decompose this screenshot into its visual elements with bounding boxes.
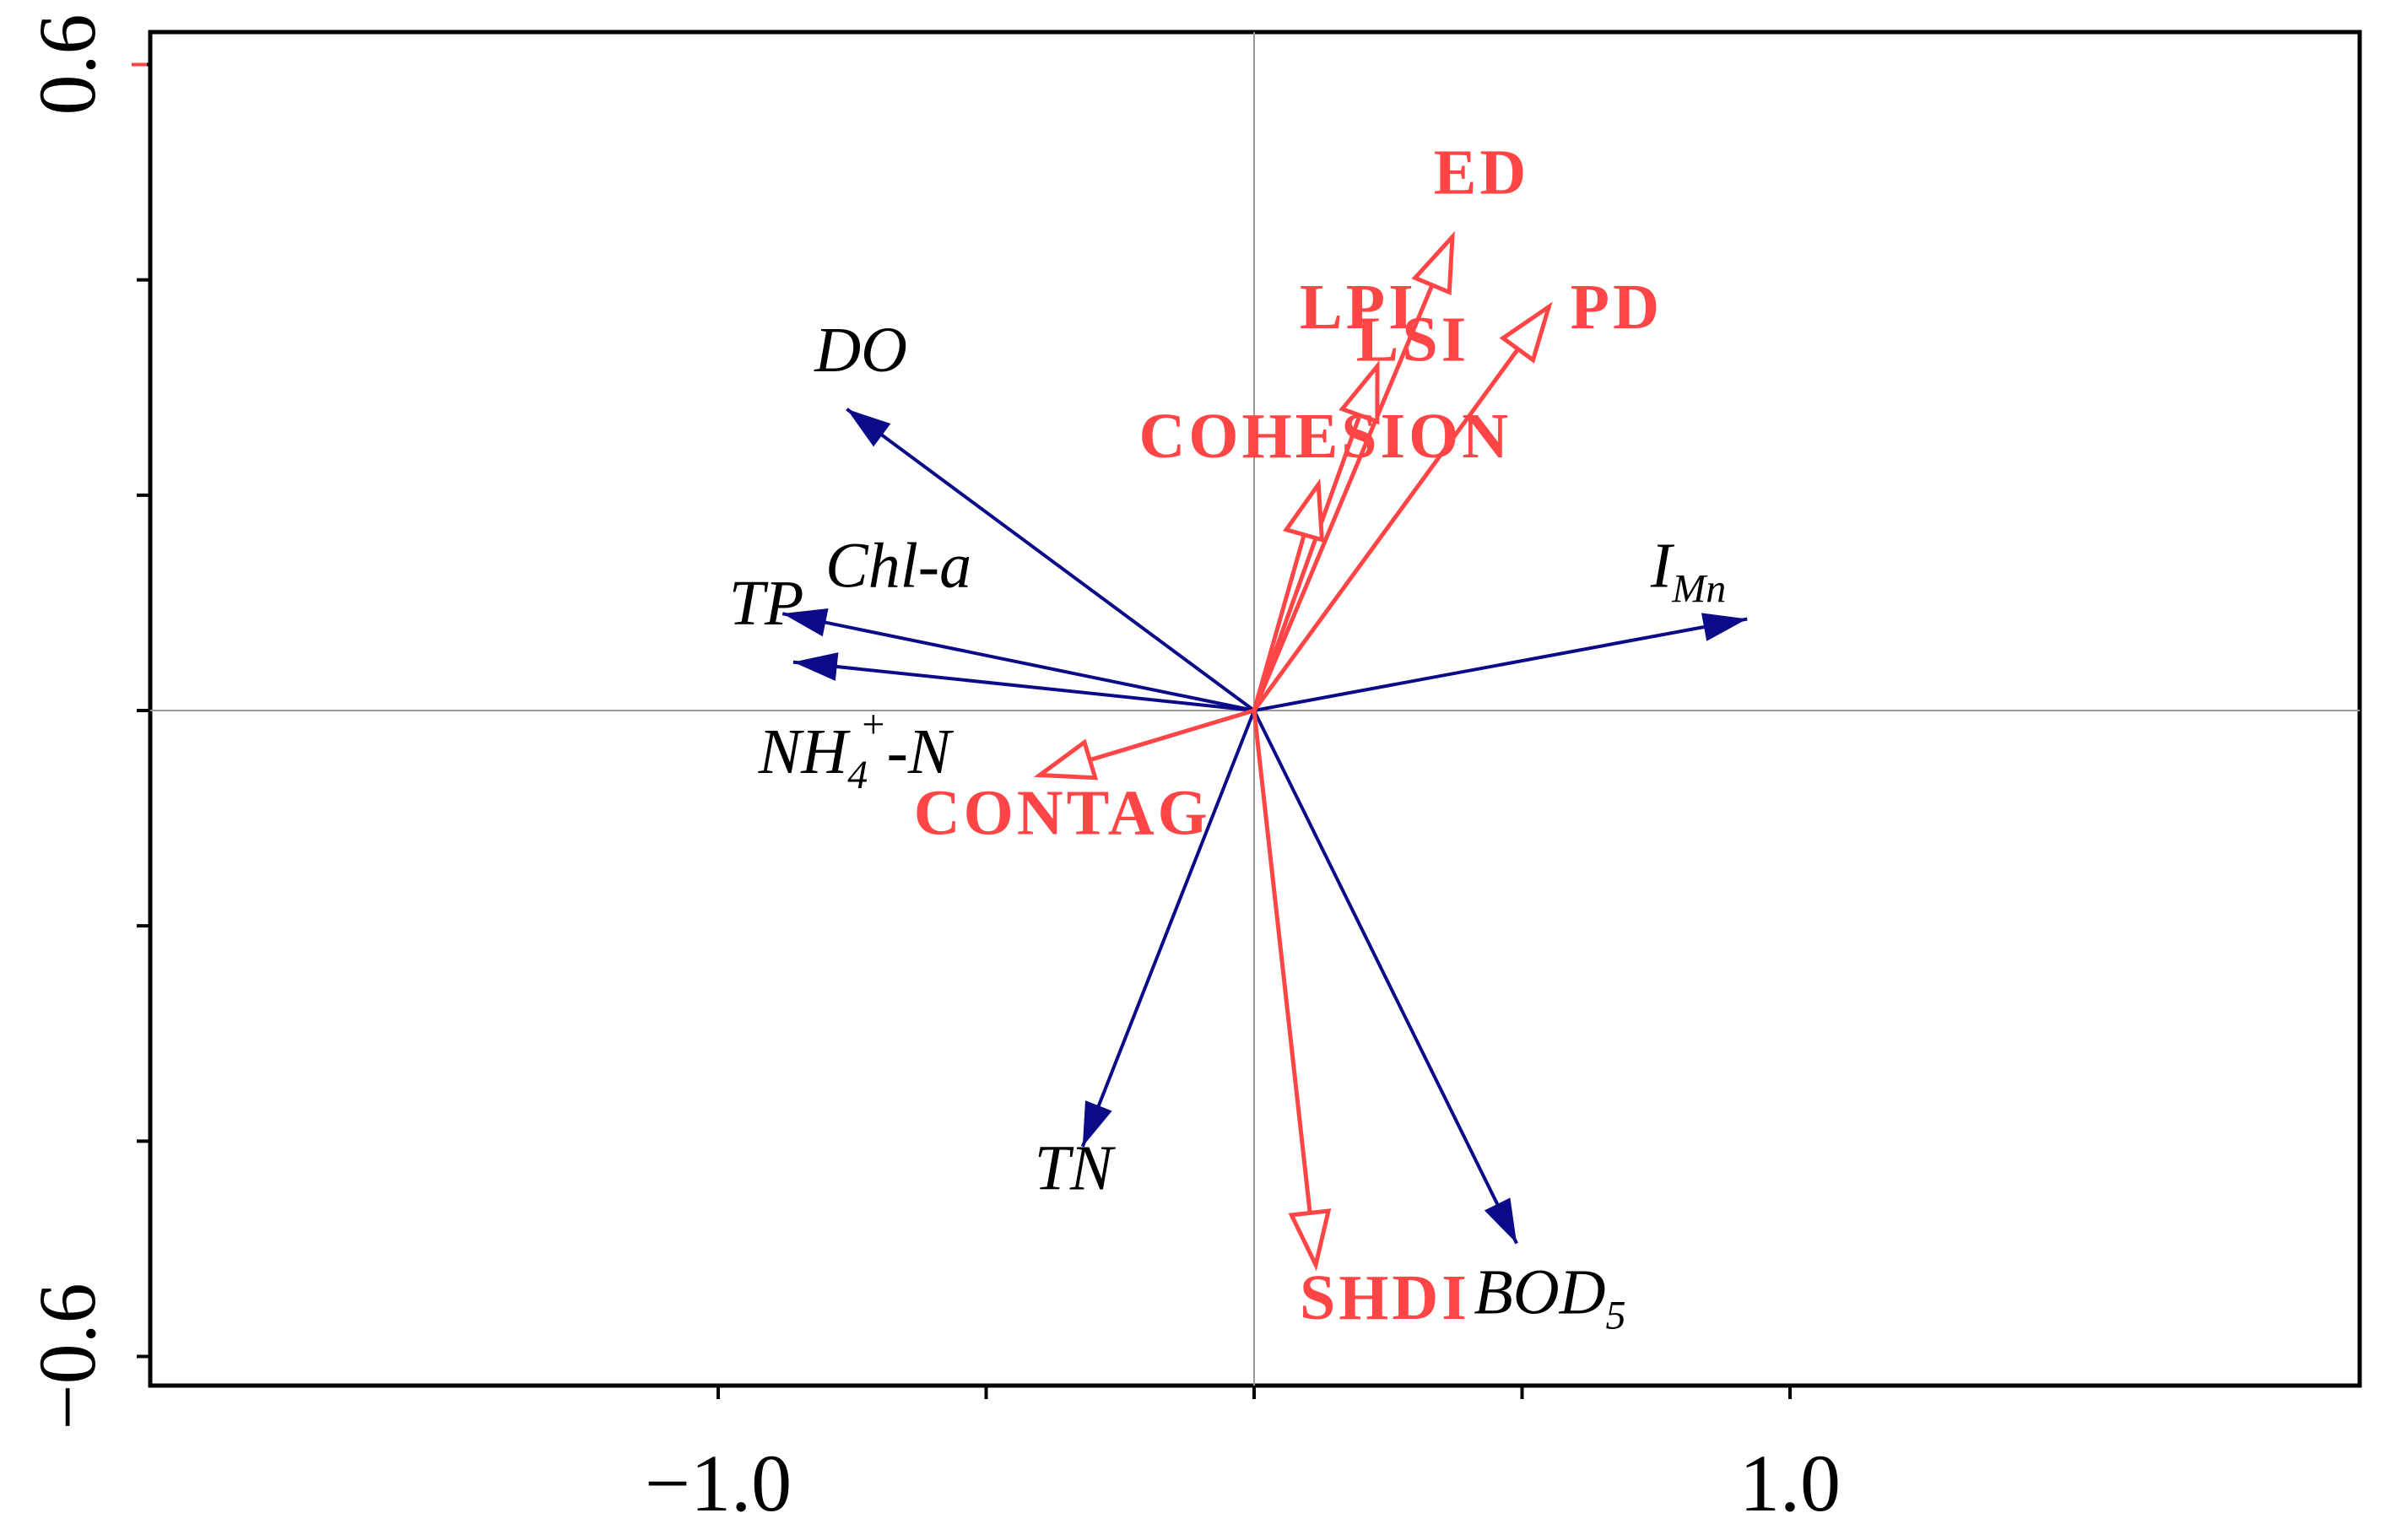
label-tn: TN (1035, 1133, 1117, 1204)
vector-chl-a (792, 660, 1255, 712)
label-lsi: LSI (1356, 304, 1470, 375)
y-tick-label: −0.6 (22, 1283, 112, 1429)
vector-tp (781, 612, 1255, 712)
vector-tn (1080, 710, 1256, 1148)
arrowhead-ed (1411, 230, 1455, 295)
vector-contag (1089, 708, 1255, 763)
vector-do (846, 408, 1256, 712)
arrowhead-chl-a (792, 652, 839, 681)
vector-imn (1253, 617, 1748, 712)
arrowhead-tn (1082, 1100, 1112, 1147)
axis-ticks (132, 62, 1792, 1399)
label-lpi: LPI (1300, 272, 1417, 343)
label-pd: PD (1571, 272, 1663, 343)
vector-ed (1252, 284, 1435, 711)
x-tick-label: 1.0 (1739, 1438, 1841, 1528)
arrowhead-contag (1033, 738, 1099, 781)
arrowhead-do (846, 408, 891, 447)
vector-cohesion (1252, 534, 1306, 711)
label-chl-a: Chl-a (825, 530, 971, 601)
arrowhead-pd (1499, 301, 1553, 364)
vector-lpi (1252, 414, 1362, 711)
label-tp: TP (729, 568, 804, 639)
arrowhead-tp (782, 608, 829, 637)
vector-labels: DOTPChl-aTNIMnNH4+-NBOD5EDLPICOHESIONLSI… (729, 138, 1726, 1338)
label-shdi: SHDI (1300, 1262, 1470, 1333)
vector-shdi (1252, 710, 1312, 1213)
vector-bod5 (1252, 710, 1518, 1245)
arrowhead-cohesion (1282, 478, 1325, 543)
label-bod5: BOD5 (1474, 1256, 1625, 1337)
label-imn: IMn (1650, 530, 1726, 611)
label-cohesion: COHESION (1138, 401, 1512, 472)
arrowhead-lpi (1339, 359, 1380, 425)
label-do: DO (814, 315, 907, 386)
y-tick-label: 0.6 (22, 14, 112, 116)
vector-pd (1252, 348, 1520, 712)
axis-tick-labels: −1.0 1.0 0.6 −0.6 (22, 14, 1841, 1529)
label-ed: ED (1434, 138, 1530, 208)
arrowhead-imn (1701, 613, 1748, 641)
label-contag: CONTAG (914, 778, 1211, 849)
arrowhead-shdi (1288, 1208, 1332, 1272)
x-tick-label: −1.0 (645, 1438, 792, 1528)
vectors (781, 230, 1748, 1272)
arrowhead-bod5 (1484, 1197, 1517, 1244)
